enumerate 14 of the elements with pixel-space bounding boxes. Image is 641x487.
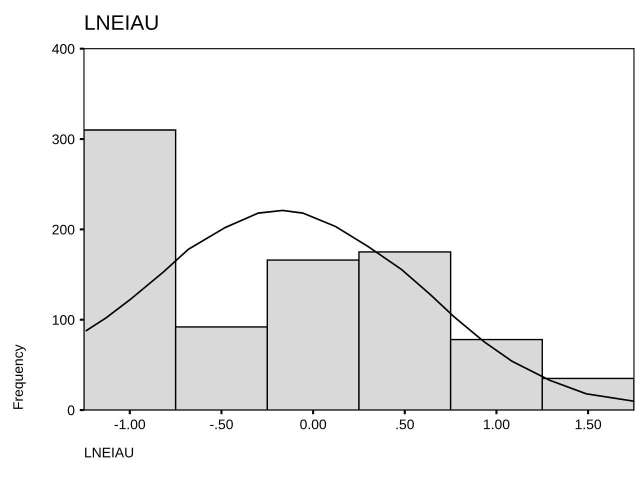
y-tick-label: 0 xyxy=(68,405,74,416)
y-tick-label: 200 xyxy=(52,224,74,235)
y-axis-title: Frequency xyxy=(13,344,26,409)
x-tick-label: .50 xyxy=(396,419,414,430)
x-tick-label: -.50 xyxy=(210,419,233,430)
y-tick-label: 300 xyxy=(52,134,74,144)
x-axis-title: LNEIAU xyxy=(85,448,134,458)
x-tick-label: 1.50 xyxy=(576,419,602,430)
x-tick-label: 0.00 xyxy=(300,419,326,430)
y-tick-label: 100 xyxy=(52,315,74,325)
x-tick-label: 1.00 xyxy=(484,419,510,430)
y-tick-label: 400 xyxy=(52,44,74,54)
chart-title: LNEIAU xyxy=(86,15,158,30)
x-tick-label: -1.00 xyxy=(114,419,146,430)
